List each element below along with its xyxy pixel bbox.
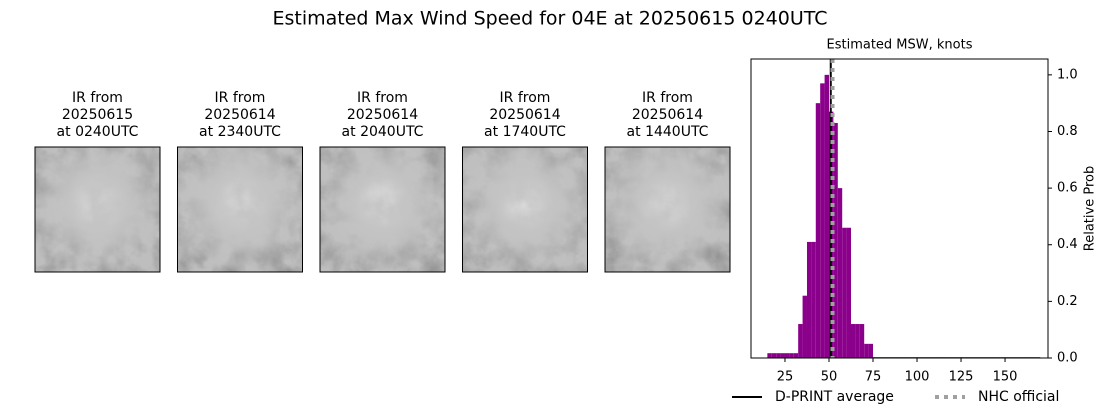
panel-title: at 0240UTC xyxy=(57,124,139,140)
image-frame xyxy=(319,146,446,273)
x-tick-label: 50 xyxy=(821,370,838,385)
bar xyxy=(784,353,790,358)
y-tick-label: 0.4 xyxy=(1057,237,1078,252)
bar xyxy=(767,353,772,358)
bar xyxy=(802,295,807,358)
y-tick-label: 0.8 xyxy=(1057,124,1078,139)
panel-title: 20250614 xyxy=(204,107,275,123)
bar xyxy=(842,227,847,358)
bar xyxy=(806,241,812,358)
panel-title: IR from xyxy=(642,90,693,106)
x-tick-label: 25 xyxy=(777,370,794,385)
bar xyxy=(793,353,799,358)
bar xyxy=(837,188,843,358)
x-tick-label: 150 xyxy=(993,370,1018,385)
ir-texture xyxy=(605,147,730,272)
bar xyxy=(824,74,829,358)
bar xyxy=(776,353,781,358)
bar xyxy=(771,353,777,358)
legend-label: NHC official xyxy=(978,389,1059,405)
ir-texture xyxy=(177,147,303,272)
bar xyxy=(833,122,838,358)
bar xyxy=(859,324,865,358)
panel-title: IR from xyxy=(72,90,123,106)
bar xyxy=(864,343,869,358)
bar xyxy=(850,324,856,358)
y-tick-label: 0.0 xyxy=(1057,351,1078,366)
bar xyxy=(868,343,874,358)
bar xyxy=(811,241,816,358)
bar xyxy=(798,324,803,358)
panel-title: IR from xyxy=(215,90,266,106)
bar xyxy=(789,353,794,358)
image-frame xyxy=(177,146,303,273)
panel-title: 20250614 xyxy=(632,107,703,123)
bar xyxy=(815,103,821,358)
x-tick-label: 125 xyxy=(949,370,974,385)
panel-title: at 1740UTC xyxy=(484,124,566,140)
legend-label: D-PRINT average xyxy=(775,389,894,405)
ir-texture xyxy=(320,147,445,272)
panel-title: at 2040UTC xyxy=(342,124,424,140)
image-frame xyxy=(462,146,588,273)
image-frame xyxy=(604,146,731,273)
bar xyxy=(780,353,785,358)
image-frame xyxy=(34,146,161,273)
panel-title: 20250615 xyxy=(62,107,133,123)
panel-title: at 1440UTC xyxy=(627,124,709,140)
panel-title: IR from xyxy=(500,90,551,106)
figure-title: Estimated Max Wind Speed for 04E at 2025… xyxy=(272,8,827,30)
panel-title: 20250614 xyxy=(489,107,560,123)
y-tick-label: 1.0 xyxy=(1057,67,1078,82)
bar xyxy=(846,227,851,358)
y-tick-label: 0.2 xyxy=(1057,294,1078,309)
bar xyxy=(855,324,860,358)
chart-title: Estimated MSW, knots xyxy=(827,38,973,53)
panel-title: IR from xyxy=(357,90,408,106)
plot-frame xyxy=(750,58,1049,359)
panel-title: 20250614 xyxy=(347,107,418,123)
bar xyxy=(820,83,825,359)
y-axis-label: Relative Prob xyxy=(1083,166,1098,251)
x-tick-label: 100 xyxy=(905,370,930,385)
ir-texture xyxy=(462,147,588,272)
y-tick-label: 0.6 xyxy=(1057,181,1078,196)
ir-texture xyxy=(35,147,160,272)
panel-title: at 2340UTC xyxy=(199,124,281,140)
x-tick-label: 75 xyxy=(865,370,882,385)
